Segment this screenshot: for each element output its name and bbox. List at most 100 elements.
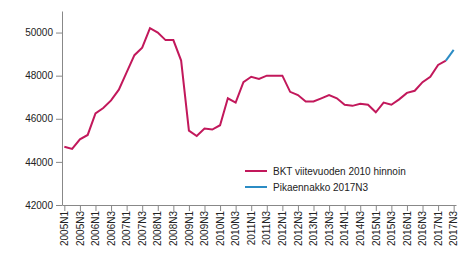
x-tick-mark (236, 205, 237, 211)
x-tick-label: 2015N3 (386, 211, 397, 246)
x-tick: 2007N1 (121, 205, 132, 246)
x-tick: 2015N3 (386, 205, 397, 246)
y-tick-label: 48000 (25, 70, 53, 81)
x-tick-mark (391, 205, 392, 211)
x-tick-mark (438, 205, 439, 211)
x-tick-label: 2008N3 (168, 211, 179, 246)
legend-label: Pikaennakko 2017N3 (273, 182, 369, 193)
y-tick-label: 42000 (25, 200, 53, 211)
x-tick-mark (95, 205, 96, 211)
x-tick: 2006N3 (106, 205, 117, 246)
y-tick: 48000 (25, 70, 62, 81)
x-tick-label: 2007N3 (137, 211, 148, 246)
y-tick-label: 46000 (25, 113, 53, 124)
x-tick-mark (376, 205, 377, 211)
x-tick-mark (64, 205, 65, 211)
y-tick: 42000 (25, 200, 62, 211)
x-tick-label: 2013N3 (324, 211, 335, 246)
x-tick-label: 2017N1 (433, 211, 444, 246)
x-tick-mark (407, 205, 408, 211)
x-tick-label: 2015N1 (370, 211, 381, 246)
y-tick: 44000 (25, 157, 62, 168)
x-tick: 2014N3 (355, 205, 366, 246)
y-axis: 42000 44000 46000 48000 50000 (25, 12, 62, 211)
x-tick: 2010N1 (215, 205, 226, 246)
x-axis-line (63, 205, 457, 206)
legend-swatch (245, 170, 267, 172)
x-tick-label: 2006N3 (106, 211, 117, 246)
x-tick-label: 2010N3 (230, 211, 241, 246)
x-tick-mark (329, 205, 330, 211)
chart: 42000440004600048000500002005N12005N3200… (0, 0, 468, 263)
y-tick: 46000 (25, 113, 62, 124)
x-tick-mark (282, 205, 283, 211)
legend: BKT viitevuoden 2010 hinnoin Pikaennakko … (239, 159, 454, 203)
legend-bg (239, 159, 454, 203)
x-tick-label: 2016N1 (402, 211, 413, 246)
x-tick-label: 2005N3 (75, 211, 86, 246)
series-line (64, 28, 446, 149)
x-tick-label: 2007N1 (121, 211, 132, 246)
x-axis: 2005N1 2005N3 2006N1 2006N3 2007N1 2007N3 2008… (59, 205, 459, 246)
x-tick-label: 2012N1 (277, 211, 288, 246)
plot: 42000440004600048000500002005N12005N3200… (25, 12, 459, 247)
series-line (446, 50, 454, 61)
x-tick: 2008N1 (152, 205, 163, 246)
y-tick-mark (56, 33, 62, 34)
x-tick-label: 2014N3 (355, 211, 366, 246)
y-tick: 50000 (25, 27, 62, 38)
lines (64, 28, 453, 149)
x-tick: 2005N1 (59, 205, 70, 246)
x-tick-label: 2011N3 (261, 211, 272, 246)
x-tick-mark (158, 205, 159, 211)
x-tick-mark (423, 205, 424, 211)
x-tick: 2017N3 (448, 205, 459, 246)
x-tick-mark (127, 205, 128, 211)
x-tick-label: 2009N3 (199, 211, 210, 246)
x-tick: 2016N1 (402, 205, 413, 246)
y-tick-mark (56, 205, 62, 206)
y-axis-line (62, 12, 63, 206)
y-tick-label: 50000 (25, 27, 53, 38)
x-tick: 2014N1 (339, 205, 350, 246)
x-tick-mark (298, 205, 299, 211)
x-tick-mark (314, 205, 315, 211)
x-tick: 2008N3 (168, 205, 179, 246)
x-tick-label: 2010N1 (215, 211, 226, 246)
x-tick-mark (142, 205, 143, 211)
x-tick-label: 2014N1 (339, 211, 350, 246)
x-tick-mark (360, 205, 361, 211)
x-tick: 2013N1 (308, 205, 319, 246)
x-tick-mark (80, 205, 81, 211)
x-tick: 2015N1 (370, 205, 381, 246)
legend-item: BKT viitevuoden 2010 hinnoin (245, 166, 406, 177)
x-tick-mark (267, 205, 268, 211)
x-tick: 2009N1 (184, 205, 195, 246)
x-tick-mark (204, 205, 205, 211)
x-tick-mark (251, 205, 252, 211)
x-tick: 2009N3 (199, 205, 210, 246)
y-tick-mark (56, 76, 62, 77)
x-tick-label: 2006N1 (90, 211, 101, 246)
x-tick: 2013N3 (324, 205, 335, 246)
x-tick: 2017N1 (433, 205, 444, 246)
y-tick-label: 44000 (25, 157, 53, 168)
x-tick-mark (111, 205, 112, 211)
legend-label: BKT viitevuoden 2010 hinnoin (273, 166, 406, 177)
x-tick-label: 2011N1 (246, 211, 257, 246)
y-tick-mark (56, 119, 62, 120)
x-tick-label: 2012N3 (293, 211, 304, 246)
x-tick: 2006N1 (90, 205, 101, 246)
y-tick-mark (56, 162, 62, 163)
x-tick-mark (345, 205, 346, 211)
x-tick-mark (189, 205, 190, 211)
x-tick-label: 2005N1 (59, 211, 70, 246)
x-tick-label: 2016N3 (417, 211, 428, 246)
x-tick: 2007N3 (137, 205, 148, 246)
legend-swatch (245, 186, 267, 188)
x-tick: 2012N3 (293, 205, 304, 246)
x-tick-mark (220, 205, 221, 211)
x-tick-label: 2009N1 (184, 211, 195, 246)
x-tick-label: 2008N1 (152, 211, 163, 246)
x-tick: 2011N1 (246, 205, 257, 245)
